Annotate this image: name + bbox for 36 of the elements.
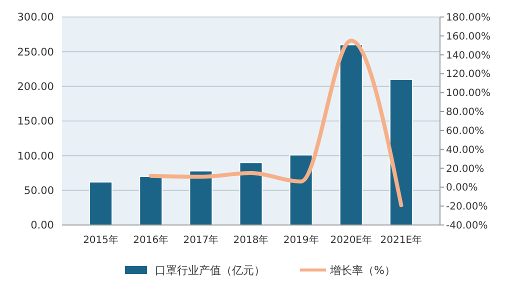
x-tick-label: 2016年	[133, 234, 169, 246]
y-tick-label: 250.00	[17, 46, 54, 58]
y-tick-label: 0.00	[30, 220, 54, 232]
y2-tick-label: 100.00%	[446, 88, 490, 100]
legend-label: 增长率（%）	[329, 264, 396, 277]
y2-tick-label: 80.00%	[446, 107, 484, 118]
y2-tick-label: 0.00%	[446, 182, 478, 194]
y-tick-label: 300.00	[17, 12, 54, 24]
bar	[389, 78, 413, 226]
y-tick-label: 50.00	[24, 185, 54, 198]
x-tick-label: 2020E年	[330, 234, 372, 246]
y2-tick-label: 180.00%	[446, 12, 490, 24]
bar	[189, 170, 213, 226]
bar	[289, 154, 313, 226]
bar	[339, 44, 363, 226]
y2-tick-label: 20.00%	[446, 164, 484, 175]
x-tick-label: 2021E年	[380, 234, 422, 246]
legend-label: 口罩行业产值（亿元）	[155, 264, 265, 277]
y-tick-label: 200.00	[17, 81, 54, 94]
bar	[139, 176, 163, 226]
y2-tick-label: 60.00%	[446, 126, 484, 137]
y2-tick-label: 140.00%	[446, 50, 490, 62]
y2-tick-label: 120.00%	[446, 69, 490, 80]
y2-tick-label: -20.00%	[446, 202, 488, 213]
bar	[89, 182, 113, 226]
x-tick-label: 2019年	[283, 234, 319, 246]
line-series	[148, 38, 404, 208]
x-tick-label: 2015年	[83, 234, 119, 246]
y2-tick-label: 40.00%	[446, 144, 484, 156]
y-tick-label: 150.00	[17, 116, 54, 128]
bar	[239, 162, 263, 226]
x-tick-label: 2017年	[183, 234, 219, 246]
y2-tick-label: -40.00%	[446, 220, 488, 232]
y-tick-label: 100.00	[17, 150, 54, 162]
y2-tick-label: 160.00%	[446, 31, 490, 42]
x-tick-label: 2018年	[233, 234, 269, 246]
